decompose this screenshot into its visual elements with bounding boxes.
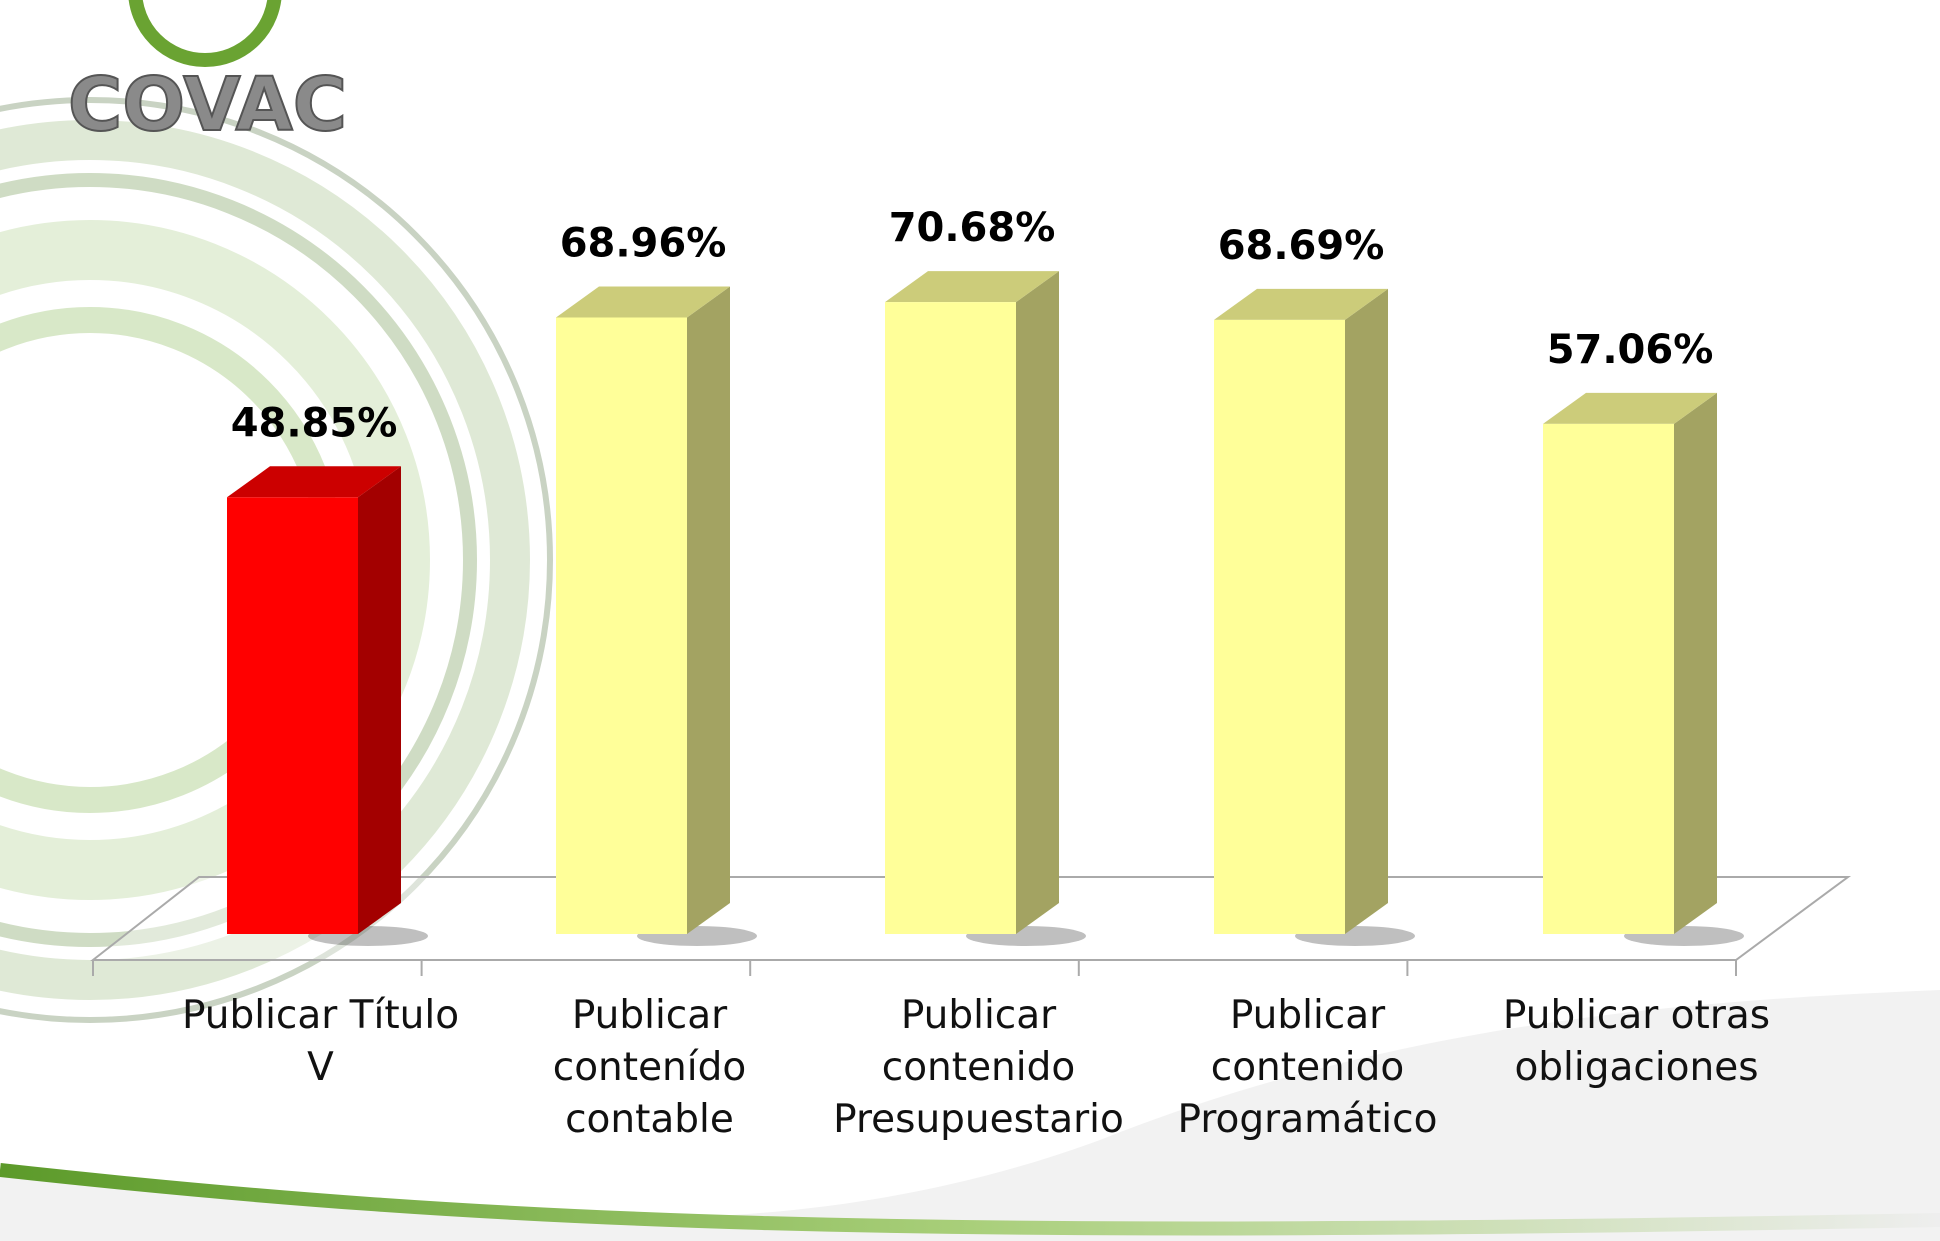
value-label: 68.96% [560,220,727,266]
bar [227,497,358,934]
value-label: 70.68% [889,205,1056,251]
category-label: Publicar contenido Programático [1177,993,1438,1142]
bar-top [556,286,730,318]
value-label: 68.69% [1218,223,1385,269]
bar-top [1214,288,1388,320]
bottom-swoosh [0,990,1940,1241]
category-label: Publicar Título V [181,993,460,1090]
category-label: Publicar contenido Presupuestario [833,993,1124,1142]
logo-ring [128,0,282,67]
bar-top [227,466,401,498]
bar [556,317,687,935]
bar-top [885,271,1059,303]
bar [1214,319,1345,935]
category-label: Publicar otras obligaciones [1502,993,1771,1090]
logo: COVAC [68,62,347,148]
value-label: 48.85% [231,400,398,446]
bar-side [687,286,730,935]
bottom-swoosh-line [0,1163,1940,1236]
value-label: 57.06% [1547,327,1714,373]
bar-side [358,466,401,934]
category-label: Publicar contenído contable [552,993,747,1142]
bar-side [1016,271,1059,934]
bar [1543,423,1674,934]
bar-top [1543,392,1717,424]
bar [885,302,1016,934]
bar-side [1345,288,1388,935]
bar-side [1674,392,1717,934]
